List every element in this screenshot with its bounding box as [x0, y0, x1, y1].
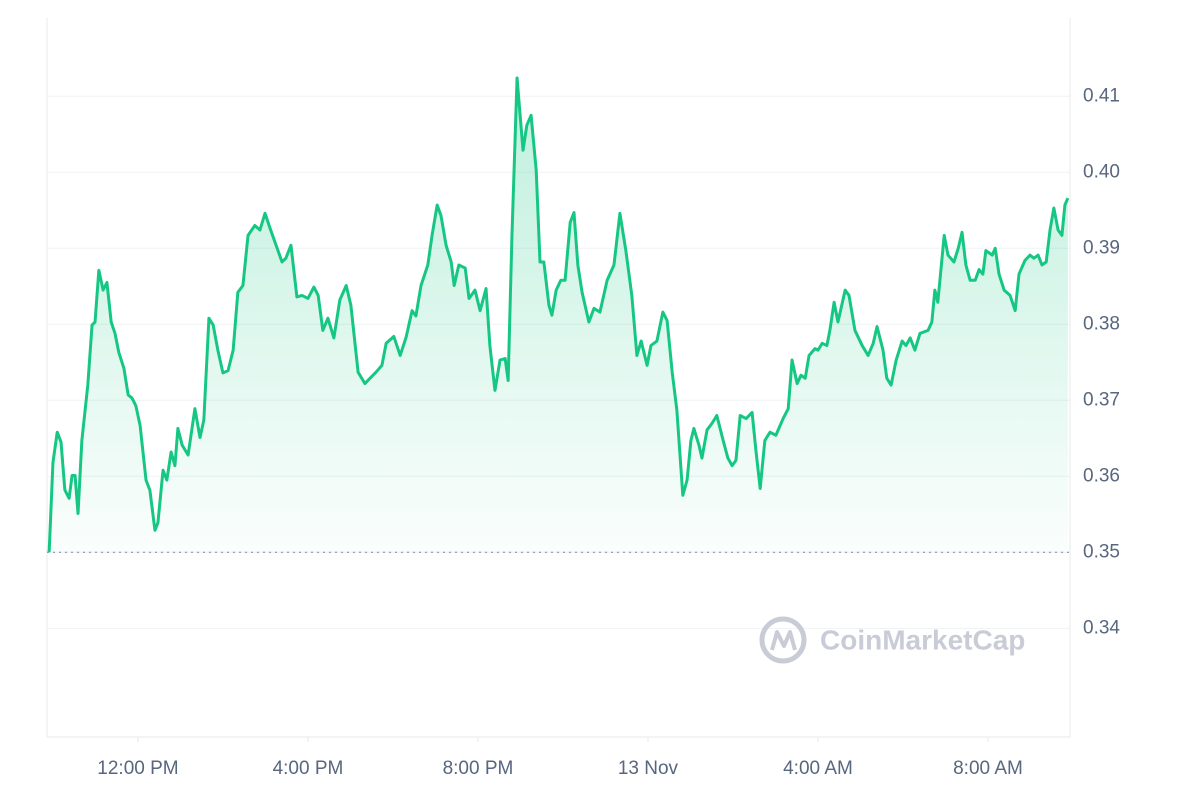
y-tick-label: 0.34 — [1083, 617, 1120, 638]
y-tick-label: 0.38 — [1083, 313, 1120, 334]
x-tick-label: 12:00 PM — [97, 758, 178, 779]
watermark-logo — [759, 616, 807, 664]
x-tick-label: 4:00 AM — [783, 758, 853, 779]
price-line — [47, 76, 1070, 553]
y-tick-label: 0.39 — [1083, 237, 1120, 258]
y-tick-label: 0.36 — [1083, 465, 1120, 486]
y-tick-label: 0.41 — [1083, 85, 1120, 106]
x-tick-label: 8:00 PM — [443, 758, 514, 779]
watermark: CoinMarketCap — [759, 616, 1025, 664]
watermark-logo-m — [770, 630, 797, 651]
area — [49, 78, 1068, 553]
x-tick-label: 13 Nov — [618, 758, 679, 779]
x-tick-label: 8:00 AM — [953, 758, 1023, 779]
x-tick-label: 4:00 PM — [273, 758, 344, 779]
y-tick-label: 0.37 — [1083, 389, 1120, 410]
y-tick-label: 0.40 — [1083, 161, 1120, 182]
watermark-text: CoinMarketCap — [820, 624, 1025, 655]
y-tick-label: 0.35 — [1083, 541, 1120, 562]
